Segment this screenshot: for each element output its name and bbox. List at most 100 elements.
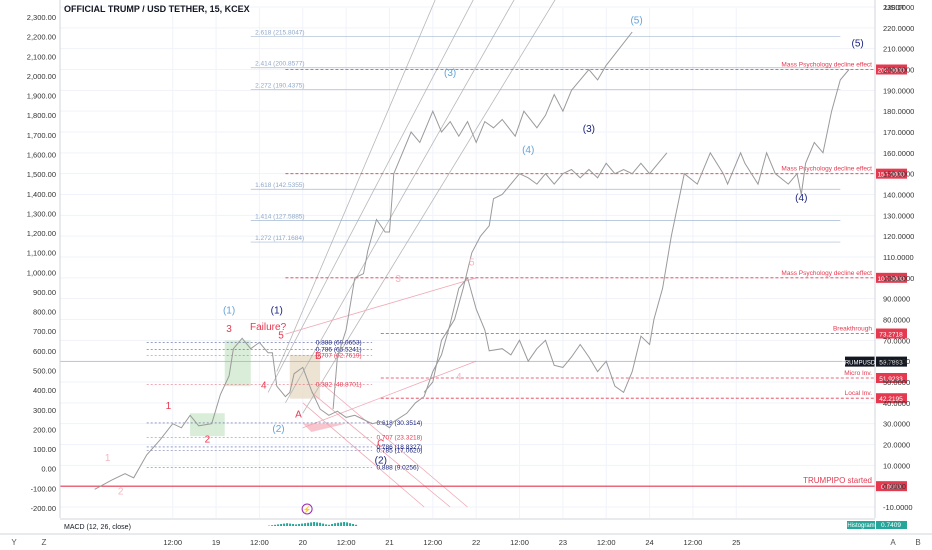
macd-histogram-bar	[283, 523, 286, 526]
left-axis-tick: 800.00	[33, 308, 56, 317]
macd-histogram-bar	[322, 523, 325, 526]
fib-upper-label: 1.618 (142.5355)	[255, 182, 305, 189]
left-axis-tick: 100.00	[33, 445, 56, 454]
wave-label: (2)	[375, 455, 387, 466]
wave-label: (4)	[795, 193, 807, 204]
macd-histogram-bar	[340, 522, 343, 526]
left-axis-tick: 2,200.00	[27, 33, 56, 42]
level-label: Mass Psychology decline effect	[781, 270, 872, 277]
wave-label: 3	[395, 274, 401, 285]
corner-z: Z	[42, 538, 47, 547]
wave-label: A	[295, 409, 302, 420]
time-axis-label: 12:00	[510, 538, 529, 547]
wave-label: (5)	[852, 39, 864, 50]
macd-histogram-bar	[349, 523, 352, 526]
time-axis[interactable]: 12:00 19 12:00 20 12:00 21 12:00 22 12:00 23 12:00…	[0, 533, 932, 547]
macd-histogram-bar	[319, 522, 322, 526]
wave-label: (3)	[583, 124, 595, 135]
wave-label: 2	[118, 487, 124, 498]
time-axis-label: 20	[299, 538, 307, 547]
left-axis-tick: 0.00	[41, 465, 56, 474]
macd-label: MACD (12, 26, close)	[64, 524, 131, 531]
wave-label: (3)	[444, 68, 456, 79]
level-tag: 150.0000	[877, 172, 904, 179]
left-axis-tick: 1,100.00	[27, 249, 56, 258]
right-axis-tick: 110.0000	[883, 253, 914, 262]
right-axis-tick: 50.0000	[883, 378, 910, 387]
level-label: Mass Psychology decline effect	[781, 62, 872, 69]
left-axis-tick: 2,100.00	[27, 52, 56, 61]
macd-histogram-bar	[331, 524, 334, 526]
level-tag-bg	[876, 393, 907, 404]
macd-histogram-bar	[277, 524, 280, 526]
macd-histogram-bar	[343, 522, 346, 526]
price-levels: Mass Psychology decline effect 200.0000 Ma…	[60, 62, 907, 492]
macd-histogram-bar	[289, 523, 292, 526]
right-axis-tick: 100.0000	[883, 274, 914, 283]
trend-line-pink	[302, 360, 477, 429]
left-axis-tick: 1,300.00	[27, 209, 56, 218]
wave-label: (5)	[630, 16, 642, 27]
time-axis-label: 22	[472, 538, 480, 547]
left-axis-tick: 500.00	[33, 367, 56, 376]
histogram-value-bg	[876, 521, 907, 529]
grid	[60, 6, 875, 518]
macd-histogram-bar	[355, 524, 358, 526]
macd-histogram-bar	[310, 522, 313, 526]
macd-histogram-bar	[271, 525, 274, 526]
zone-box-tan	[289, 354, 321, 399]
wave-label: 1	[166, 401, 172, 412]
left-axis-tick: 300.00	[33, 406, 56, 415]
left-axis-tick: 1,800.00	[27, 111, 56, 120]
macd-pane[interactable]: MACD (12, 26, close) ⚡ Histogram 0.7409	[60, 503, 907, 531]
left-axis[interactable]: 2,300.00 2,200.00 2,100.00 2,000.00 1,900.00…	[27, 0, 61, 518]
level-label: Local Inv.	[845, 390, 873, 397]
time-axis-label: 12:00	[684, 538, 703, 547]
level-tag-bg	[876, 272, 907, 283]
channel-line-pink	[311, 392, 451, 508]
level-tag-bg	[876, 168, 907, 179]
left-axis-tick: 1,000.00	[27, 268, 56, 277]
fib-upper-label: 1.414 (127.5885)	[255, 213, 305, 220]
wave-label: (1)	[223, 305, 235, 316]
fib-lower-label: 0.785 (17.0620)	[376, 448, 422, 455]
price-series-0	[94, 69, 850, 490]
fib-lower-label: 0.888 (69.0653)	[316, 339, 362, 346]
fib-levels: 2.618 (215.8047) 2.414 (200.8577) 2.272 (1…	[146, 30, 841, 471]
histogram-label: Histogram	[847, 523, 874, 529]
right-axis-tick: 220.0000	[883, 24, 914, 33]
wave-label: 5	[278, 330, 284, 341]
wave-label: (4)	[522, 145, 534, 156]
fib-lower-label: 0.786 (18.8327)	[376, 444, 422, 451]
fib-upper-label: 2.414 (200.8577)	[255, 61, 305, 68]
left-axis-tick: 1,700.00	[27, 131, 56, 140]
wave-label: 2	[205, 434, 211, 445]
last-price-tag-bg	[876, 356, 907, 367]
time-axis-label: 12:00	[597, 538, 616, 547]
chart-title: OFFICIAL TRUMP / USD TETHER, 15, KCEX	[64, 4, 250, 14]
macd-histogram-bar	[334, 523, 337, 526]
left-axis-tick: 400.00	[33, 386, 56, 395]
left-axis-tick: 700.00	[33, 327, 56, 336]
macd-histogram-bar	[325, 524, 328, 526]
left-axis-tick: -200.00	[31, 504, 56, 513]
right-axis-tick: 80.0000	[883, 316, 910, 325]
right-axis-tick: 120.0000	[883, 232, 914, 241]
macd-histogram-bar	[295, 524, 298, 526]
level-tag: 200.0000	[877, 68, 904, 75]
left-axis-tick: 1,900.00	[27, 92, 56, 101]
level-label: Micro Inv.	[844, 370, 872, 377]
zone-box-green	[224, 340, 251, 387]
wave-label: C	[377, 439, 384, 450]
wave-label: 4	[456, 372, 462, 383]
right-axis-tick: 190.0000	[883, 86, 914, 95]
wave-label: 3	[226, 324, 232, 335]
macd-histogram-bar	[352, 524, 355, 526]
wave-label: 5	[469, 257, 475, 268]
right-axis-tick: 180.0000	[883, 107, 914, 116]
level-tag-bg	[876, 481, 907, 492]
level-tag-bg	[876, 372, 907, 383]
